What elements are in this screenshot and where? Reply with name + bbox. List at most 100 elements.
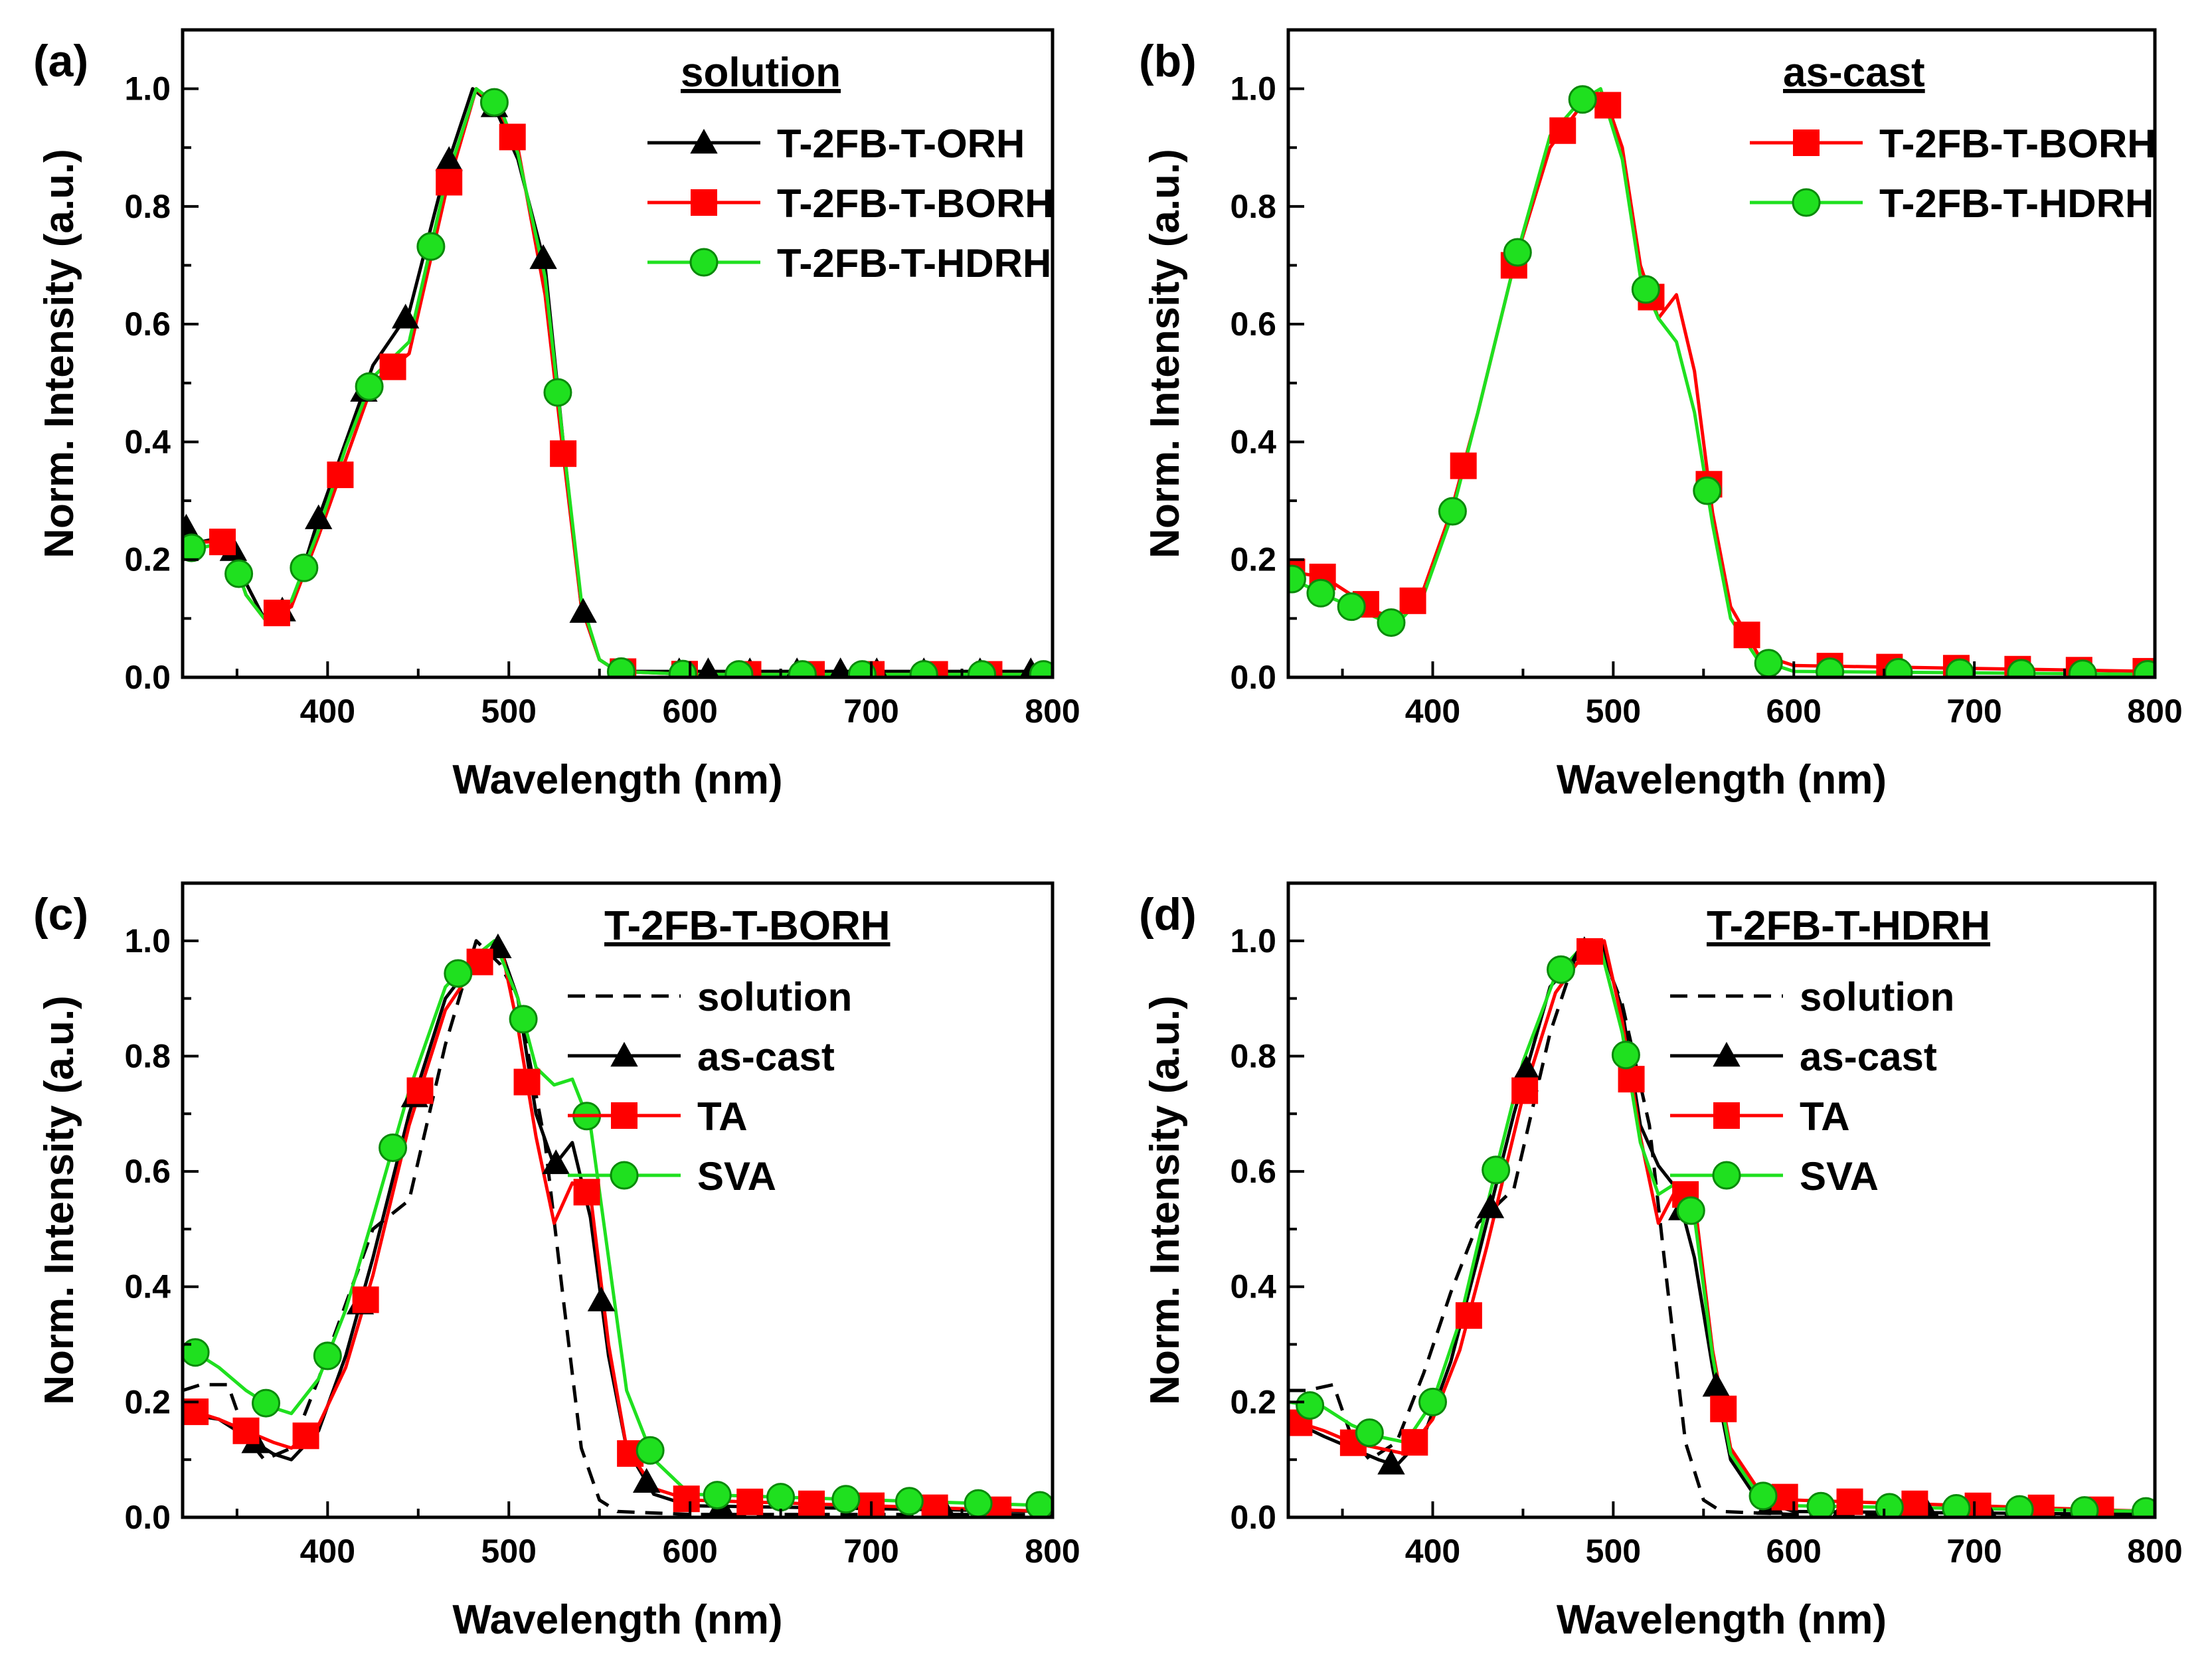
data-point xyxy=(499,124,526,151)
data-point xyxy=(327,461,354,489)
data-point xyxy=(444,959,473,988)
x-axis-label: Wavelength (nm) xyxy=(452,757,782,803)
x-tick-label: 400 xyxy=(300,693,355,730)
data-point xyxy=(632,1467,661,1493)
series-line-SVA xyxy=(1288,939,2155,1513)
y-tick-label: 0.6 xyxy=(124,305,171,343)
x-tick-label: 800 xyxy=(2127,693,2182,730)
plot-area xyxy=(183,933,1053,1517)
data-point xyxy=(406,1077,434,1104)
data-point xyxy=(2133,659,2155,677)
data-point xyxy=(479,88,509,117)
panel-label: (a) xyxy=(33,36,88,86)
y-tick-label: 0.4 xyxy=(1230,423,1276,460)
legend-entry: SVA xyxy=(1800,1154,1879,1199)
data-point xyxy=(1547,955,1576,984)
x-tick-label: 600 xyxy=(1766,693,1822,730)
data-point xyxy=(379,1133,408,1162)
data-point xyxy=(1618,1066,1645,1093)
legend-title: T-2FB-T-BORH xyxy=(604,903,891,949)
data-point xyxy=(1702,1371,1731,1397)
data-point xyxy=(513,1068,541,1096)
data-point xyxy=(1288,564,1306,594)
data-point xyxy=(436,169,463,196)
x-tick-label: 600 xyxy=(662,1533,717,1570)
data-point xyxy=(1942,1494,1971,1517)
x-tick-label: 700 xyxy=(1946,1533,2001,1570)
data-point xyxy=(606,657,636,677)
data-point xyxy=(673,1485,700,1513)
y-tick-label: 0.8 xyxy=(124,1037,171,1074)
data-point xyxy=(1901,1490,1928,1517)
data-point xyxy=(1748,1481,1778,1511)
x-tick-label: 800 xyxy=(1025,1533,1080,1570)
x-tick-label: 400 xyxy=(300,1533,355,1570)
data-point xyxy=(550,440,577,467)
data-point xyxy=(2070,1496,2099,1517)
x-tick-label: 700 xyxy=(843,693,898,730)
panel-label: (b) xyxy=(1139,36,1197,86)
data-point xyxy=(1399,587,1426,614)
y-axis-label: Norm. Intensity (a.u.) xyxy=(1142,149,1188,558)
legend: solution T-2FB-T-ORH T-2FB-T-BORH T-2FB-T-H… xyxy=(647,50,1054,286)
data-point xyxy=(2005,1495,2034,1517)
data-point xyxy=(788,660,817,677)
data-point xyxy=(909,660,938,677)
data-point xyxy=(697,657,720,677)
data-point xyxy=(1710,1395,1737,1422)
y-axis-label: Norm. Intensity (a.u.) xyxy=(37,149,82,558)
y-tick-label: 0.0 xyxy=(124,659,171,696)
legend-swatch-marker xyxy=(1793,129,1820,156)
data-point xyxy=(1549,117,1576,144)
data-point xyxy=(2131,1497,2155,1517)
x-tick-label: 700 xyxy=(843,1533,898,1570)
chart-panel-1: (a) 400 500 600 700 800 0.0 0.2 0.4 0.6 0.8 1.0 Wave… xyxy=(33,28,1080,803)
data-point xyxy=(1476,1193,1505,1218)
y-tick-label: 1.0 xyxy=(124,70,171,108)
series-line-solution xyxy=(183,939,1053,1517)
data-point xyxy=(569,598,597,623)
series-line-T-2FB-T-ORH xyxy=(183,87,1053,673)
data-point xyxy=(829,657,852,677)
x-tick-label: 500 xyxy=(481,693,537,730)
series-line-T-2FB-T-HDRH xyxy=(1288,87,2155,677)
data-point xyxy=(355,372,384,401)
data-point xyxy=(1884,657,1913,677)
legend-entry: TA xyxy=(1800,1094,1850,1139)
data-point xyxy=(352,1286,379,1313)
data-point xyxy=(831,1485,861,1514)
legend-swatch-marker xyxy=(1713,1041,1741,1067)
legend: T-2FB-T-BORH solution as-cast TA SVA xyxy=(568,903,891,1199)
y-tick-label: 0.0 xyxy=(1230,659,1276,696)
x-tick-label: 500 xyxy=(1586,693,1641,730)
data-point xyxy=(1806,1491,1835,1517)
y-tick-label: 0.8 xyxy=(1230,188,1276,225)
data-point xyxy=(1503,238,1532,267)
x-tick-label: 400 xyxy=(1405,693,1460,730)
x-axis-label: Wavelength (nm) xyxy=(1557,757,1887,803)
x-tick-label: 700 xyxy=(1946,693,2001,730)
legend-entry: as-cast xyxy=(697,1035,835,1079)
y-tick-label: 0.4 xyxy=(1230,1268,1276,1305)
legend-entry: T-2FB-T-BORH xyxy=(777,181,1054,226)
data-point xyxy=(1594,92,1622,119)
y-tick-label: 0.2 xyxy=(124,541,171,578)
data-point xyxy=(1337,592,1366,622)
data-point xyxy=(736,1488,764,1515)
data-point xyxy=(1733,622,1760,649)
legend-entry: T-2FB-T-HDRH xyxy=(1879,181,2154,226)
y-tick-label: 1.0 xyxy=(124,922,171,960)
y-tick-label: 0.2 xyxy=(1230,541,1276,578)
data-point xyxy=(573,1179,600,1206)
data-point xyxy=(263,600,290,627)
legend-swatch-marker xyxy=(691,189,717,216)
x-tick-label: 500 xyxy=(1586,1533,1641,1570)
y-tick-label: 1.0 xyxy=(1230,922,1276,960)
data-point xyxy=(292,1422,319,1450)
series-line-T-2FB-T-HDRH xyxy=(183,87,1053,677)
plot-area xyxy=(183,87,1053,677)
data-point xyxy=(894,1487,924,1516)
legend-entry: solution xyxy=(1800,975,1954,1019)
x-axis-label: Wavelength (nm) xyxy=(452,1597,782,1643)
data-point xyxy=(252,1388,281,1418)
